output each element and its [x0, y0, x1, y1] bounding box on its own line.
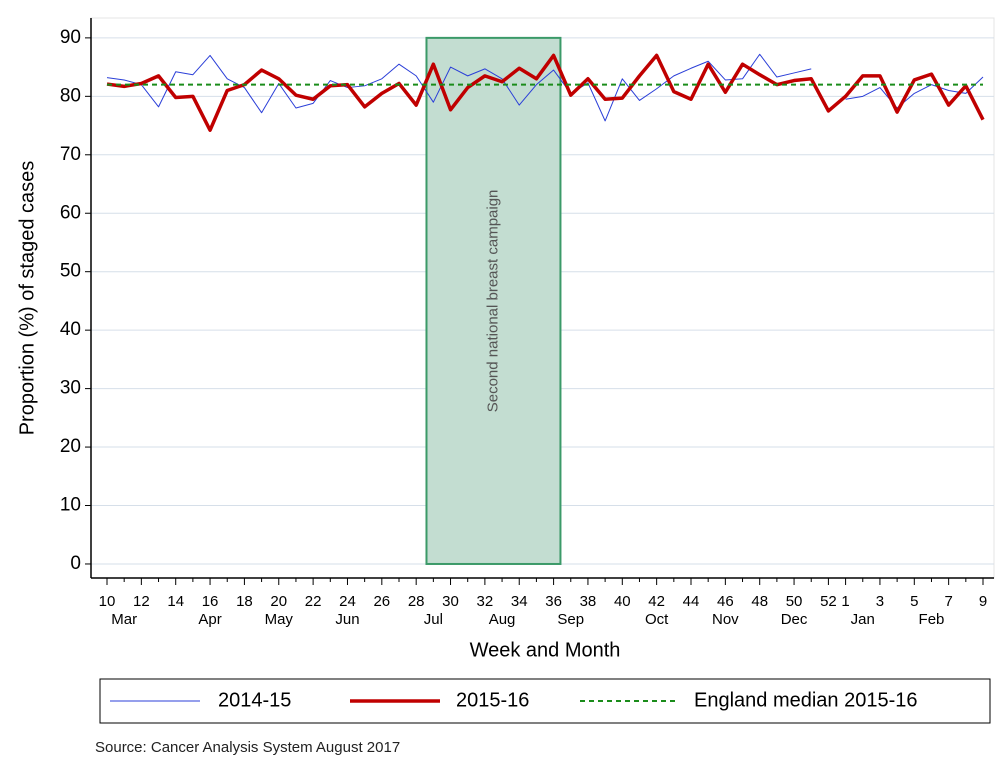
- x-tick-label: 28: [408, 593, 425, 610]
- x-tick-label: 5: [910, 593, 918, 610]
- x-tick-label: 14: [167, 593, 184, 610]
- legend-box: [99, 678, 991, 724]
- month-label: Apr: [198, 611, 221, 628]
- x-tick-label: 22: [305, 593, 322, 610]
- month-label: Jan: [851, 611, 875, 628]
- source-note: Source: Cancer Analysis System August 20…: [95, 739, 400, 756]
- y-tick-label: 50: [60, 261, 81, 282]
- x-tick-label: 3: [876, 593, 884, 610]
- legend-label: 2014-15: [218, 689, 291, 711]
- month-label: May: [265, 611, 294, 628]
- x-tick-label: 1: [841, 593, 849, 610]
- x-tick-label: 38: [580, 593, 597, 610]
- month-label: Jun: [335, 611, 359, 628]
- x-tick-label: 30: [442, 593, 459, 610]
- x-tick-label: 12: [133, 593, 150, 610]
- x-tick-label: 48: [751, 593, 768, 610]
- y-tick-label: 60: [60, 202, 81, 223]
- month-label: Oct: [645, 611, 669, 628]
- x-tick-label: 20: [270, 593, 287, 610]
- y-axis-title: Proportion (%) of staged cases: [16, 161, 38, 436]
- x-tick-label: 46: [717, 593, 734, 610]
- x-tick-label: 16: [202, 593, 219, 610]
- x-tick-label: 50: [786, 593, 803, 610]
- month-label: Nov: [712, 611, 739, 628]
- month-label: Aug: [489, 611, 516, 628]
- x-tick-label: 18: [236, 593, 253, 610]
- y-tick-label: 10: [60, 495, 81, 516]
- x-tick-label: 7: [944, 593, 952, 610]
- y-tick-label: 30: [60, 378, 81, 399]
- y-tick-label: 0: [70, 553, 81, 574]
- month-label: Feb: [919, 611, 945, 628]
- campaign-region: [425, 36, 562, 565]
- month-label: Sep: [557, 611, 584, 628]
- month-label: Dec: [781, 611, 808, 628]
- x-tick-label: 52: [820, 593, 837, 610]
- x-tick-label: 9: [979, 593, 987, 610]
- y-tick-label: 70: [60, 144, 81, 165]
- x-tick-label: 10: [99, 593, 116, 610]
- x-tick-label: 24: [339, 593, 356, 610]
- y-tick-label: 90: [60, 27, 81, 48]
- y-tick-label: 20: [60, 436, 81, 457]
- month-label: Mar: [111, 611, 137, 628]
- series-line: [106, 53, 985, 132]
- y-tick-label: 80: [60, 85, 81, 106]
- month-label: Jul: [424, 611, 443, 628]
- x-axis-title: Week and Month: [470, 639, 621, 661]
- x-tick-label: 26: [373, 593, 390, 610]
- x-tick-label: 32: [477, 593, 494, 610]
- x-tick-label: 44: [683, 593, 700, 610]
- x-tick-label: 34: [511, 593, 528, 610]
- legend-label: 2015-16: [456, 689, 529, 711]
- x-tick-label: 42: [648, 593, 665, 610]
- x-tick-label: 40: [614, 593, 631, 610]
- y-tick-label: 40: [60, 319, 81, 340]
- campaign-label: Second national breast campaign: [484, 190, 501, 413]
- x-tick-label: 36: [545, 593, 562, 610]
- legend-label: England median 2015-16: [694, 689, 918, 711]
